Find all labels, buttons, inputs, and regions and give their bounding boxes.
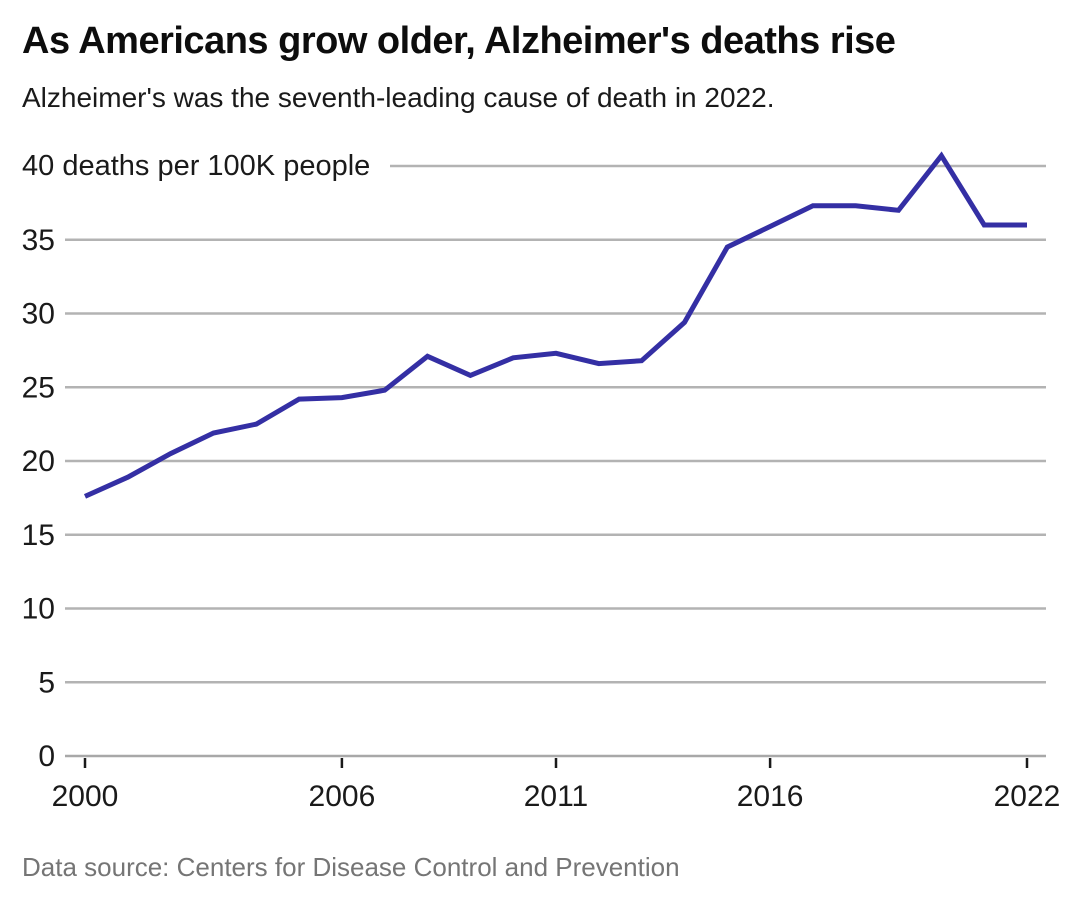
y-tick-label: 25 bbox=[22, 371, 55, 404]
y-tick-label: 0 bbox=[38, 740, 55, 773]
x-tick-label: 2006 bbox=[309, 780, 376, 813]
y-tick-label: 20 bbox=[22, 445, 55, 478]
y-tick-label: 15 bbox=[22, 519, 55, 552]
y-tick-label: 10 bbox=[22, 593, 55, 626]
y-tick-label: 30 bbox=[22, 298, 55, 331]
y-axis-unit-label: 40 deaths per 100K people bbox=[22, 150, 371, 182]
x-tick-label: 2000 bbox=[52, 780, 119, 813]
data-source-note: Data source: Centers for Disease Control… bbox=[22, 852, 680, 882]
x-tick-label: 2022 bbox=[994, 780, 1061, 813]
y-tick-label: 35 bbox=[22, 224, 55, 257]
y-tick-label: 5 bbox=[38, 666, 55, 699]
chart-title: As Americans grow older, Alzheimer's dea… bbox=[22, 20, 896, 62]
deaths-rate-data-line bbox=[83, 151, 1027, 499]
chart-subtitle: Alzheimer's was the seventh-leading caus… bbox=[22, 82, 775, 113]
x-tick-label: 2011 bbox=[524, 780, 589, 813]
x-tick-label: 2016 bbox=[737, 780, 804, 813]
